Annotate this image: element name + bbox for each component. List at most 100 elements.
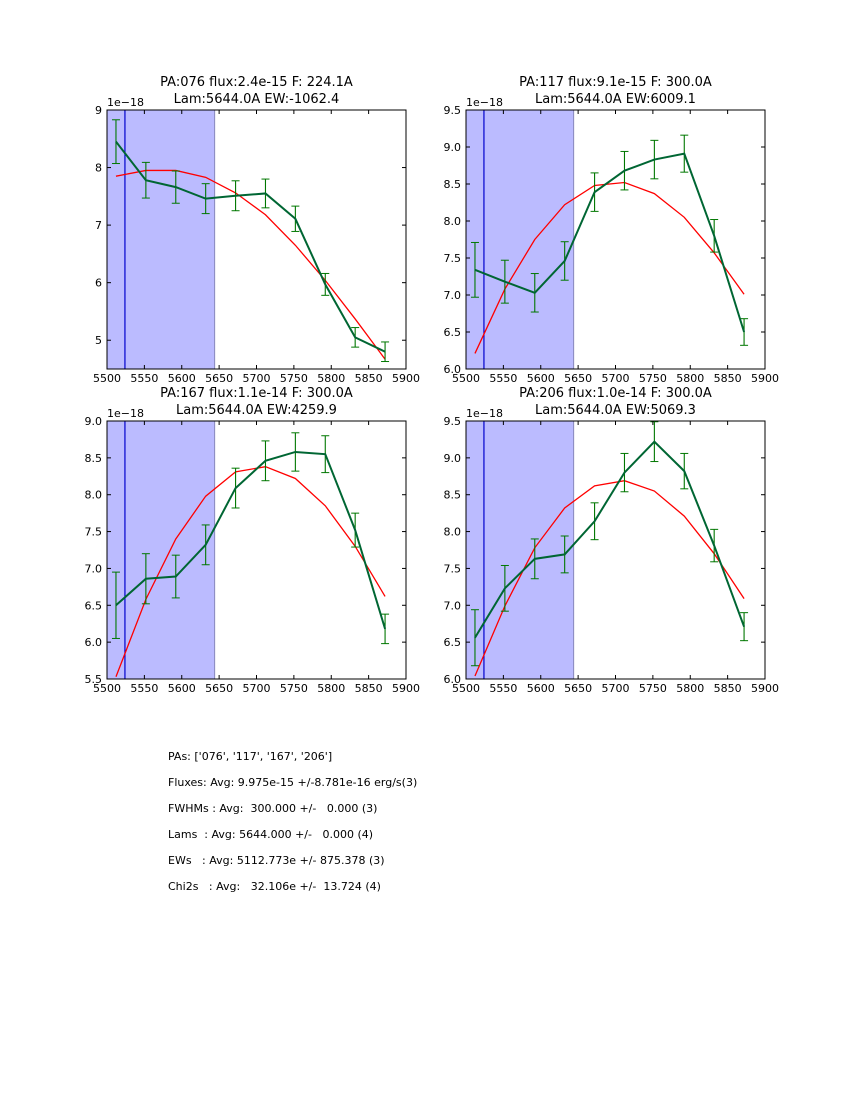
model-line [115, 169, 386, 360]
plot-area [470, 421, 749, 677]
y-tick-label: 8 [95, 162, 102, 175]
panel-title-line2: Lam:5644.0A EW:6009.1 [535, 92, 696, 107]
data-line [115, 450, 387, 630]
panel-title-line1: PA:206 flux:1.0e-14 F: 300.0A [519, 386, 712, 401]
y-tick-label: 8.0 [444, 215, 462, 228]
x-tick-label: 5650 [564, 372, 592, 385]
y-tick-label: 6 [95, 277, 102, 290]
x-tick-label: 5850 [714, 372, 742, 385]
x-tick-label: 5550 [489, 372, 517, 385]
x-tick-label: 5600 [168, 682, 196, 695]
y-tick-label: 9.0 [85, 415, 103, 428]
data-line [115, 141, 386, 353]
y-tick-label: 9.5 [444, 415, 462, 428]
y-offset-label: 1e−18 [466, 96, 503, 109]
summary-fwhms: FWHMs : Avg: 300.000 +/- 0.000 (3) [168, 802, 378, 815]
x-tick-label: 5700 [243, 372, 271, 385]
x-tick-label: 5550 [489, 682, 517, 695]
summary-chi2s: Chi2s : Avg: 32.106e +/- 13.724 (4) [168, 880, 381, 893]
plot-area [111, 432, 390, 678]
y-tick-label: 5 [95, 334, 102, 347]
shaded-region [107, 421, 215, 679]
x-tick-label: 5500 [93, 682, 121, 695]
x-tick-label: 5500 [452, 372, 480, 385]
y-tick-label: 8.5 [85, 452, 103, 465]
y-tick-label: 8.0 [85, 489, 103, 502]
panel-title-line1: PA:117 flux:9.1e-15 F: 300.0A [519, 75, 712, 90]
shaded-region [466, 421, 574, 679]
x-tick-label: 5700 [243, 682, 271, 695]
x-tick-label: 5800 [317, 372, 345, 385]
x-tick-label: 5600 [527, 682, 555, 695]
summary-fluxes: Fluxes: Avg: 9.975e-15 +/-8.781e-16 erg/… [168, 776, 418, 789]
x-tick-label: 5600 [168, 372, 196, 385]
y-tick-label: 5.5 [85, 673, 103, 686]
model-line [474, 480, 745, 677]
x-tick-label: 5750 [280, 372, 308, 385]
summary-ews: EWs : Avg: 5112.773e +/- 875.378 (3) [168, 854, 385, 867]
y-tick-label: 6.5 [444, 636, 462, 649]
summary-block: PAs: ['076', '117', '167', '206'] Fluxes… [168, 744, 417, 900]
x-tick-label: 5900 [392, 372, 420, 385]
y-tick-label: 9.5 [444, 104, 462, 117]
y-tick-label: 7.0 [444, 599, 462, 612]
data-line [474, 152, 746, 333]
x-tick-label: 5650 [564, 682, 592, 695]
x-tick-label: 5900 [751, 372, 779, 385]
x-tick-label: 5850 [355, 372, 383, 385]
x-tick-label: 5750 [639, 682, 667, 695]
plot-area [470, 134, 749, 354]
x-tick-label: 5750 [639, 372, 667, 385]
x-tick-label: 5850 [355, 682, 383, 695]
y-tick-label: 9 [95, 104, 102, 117]
panel-3: 5500 5550 5600 5650 5700 5750 5800 5850 5900 5.5 6… [85, 386, 421, 695]
y-tick-label: 6.5 [85, 599, 103, 612]
y-tick-label: 6.0 [444, 363, 462, 376]
y-tick-label: 6.0 [444, 673, 462, 686]
x-tick-label: 5550 [130, 682, 158, 695]
x-tick-label: 5900 [751, 682, 779, 695]
x-tick-label: 5850 [714, 682, 742, 695]
x-tick-label: 5900 [392, 682, 420, 695]
y-tick-label: 7.0 [85, 562, 103, 575]
plot-area [111, 119, 390, 363]
x-tick-label: 5800 [676, 372, 704, 385]
x-tick-label: 5700 [602, 682, 630, 695]
y-tick-label: 8.5 [444, 489, 462, 502]
y-tick-label: 7.5 [444, 562, 462, 575]
panel-title-line2: Lam:5644.0A EW:-1062.4 [174, 92, 340, 107]
y-tick-label: 6.0 [85, 636, 103, 649]
y-offset-label: 1e−18 [107, 407, 144, 420]
shaded-region [107, 110, 215, 369]
summary-lams: Lams : Avg: 5644.000 +/- 0.000 (4) [168, 828, 374, 841]
panel-title-line1: PA:167 flux:1.1e-14 F: 300.0A [160, 386, 353, 401]
y-tick-label: 7.5 [85, 526, 103, 539]
panel-title-line1: PA:076 flux:2.4e-15 F: 224.1A [160, 75, 353, 90]
x-tick-label: 5500 [93, 372, 121, 385]
panel-1: 5500 5550 5600 5650 5700 5750 5800 5850 5900 5 6 7 8… [93, 75, 420, 385]
x-tick-label: 5750 [280, 682, 308, 695]
data-line [474, 440, 746, 639]
x-tick-label: 5800 [676, 682, 704, 695]
y-tick-label: 7.5 [444, 252, 462, 265]
model-line [474, 181, 745, 354]
y-offset-label: 1e−18 [107, 96, 144, 109]
x-tick-label: 5800 [317, 682, 345, 695]
panel-title-line2: Lam:5644.0A EW:5069.3 [535, 403, 696, 418]
x-tick-label: 5700 [602, 372, 630, 385]
y-tick-label: 7 [95, 219, 102, 232]
y-tick-label: 6.5 [444, 326, 462, 339]
y-tick-label: 8.0 [444, 526, 462, 539]
x-tick-label: 5600 [527, 372, 555, 385]
panel-title-line2: Lam:5644.0A EW:4259.9 [176, 403, 337, 418]
y-tick-label: 9.0 [444, 141, 462, 154]
summary-pas: PAs: ['076', '117', '167', '206'] [168, 750, 333, 763]
x-tick-label: 5650 [205, 372, 233, 385]
panel-2: 5500 5550 5600 5650 5700 5750 5800 5850 5900 6.0 6… [444, 75, 780, 385]
x-tick-label: 5500 [452, 682, 480, 695]
panel-4: 5500 5550 5600 5650 5700 5750 5800 5850 5900 6.0 6… [444, 386, 780, 695]
y-offset-label: 1e−18 [466, 407, 503, 420]
y-tick-label: 7.0 [444, 289, 462, 302]
x-tick-label: 5550 [130, 372, 158, 385]
